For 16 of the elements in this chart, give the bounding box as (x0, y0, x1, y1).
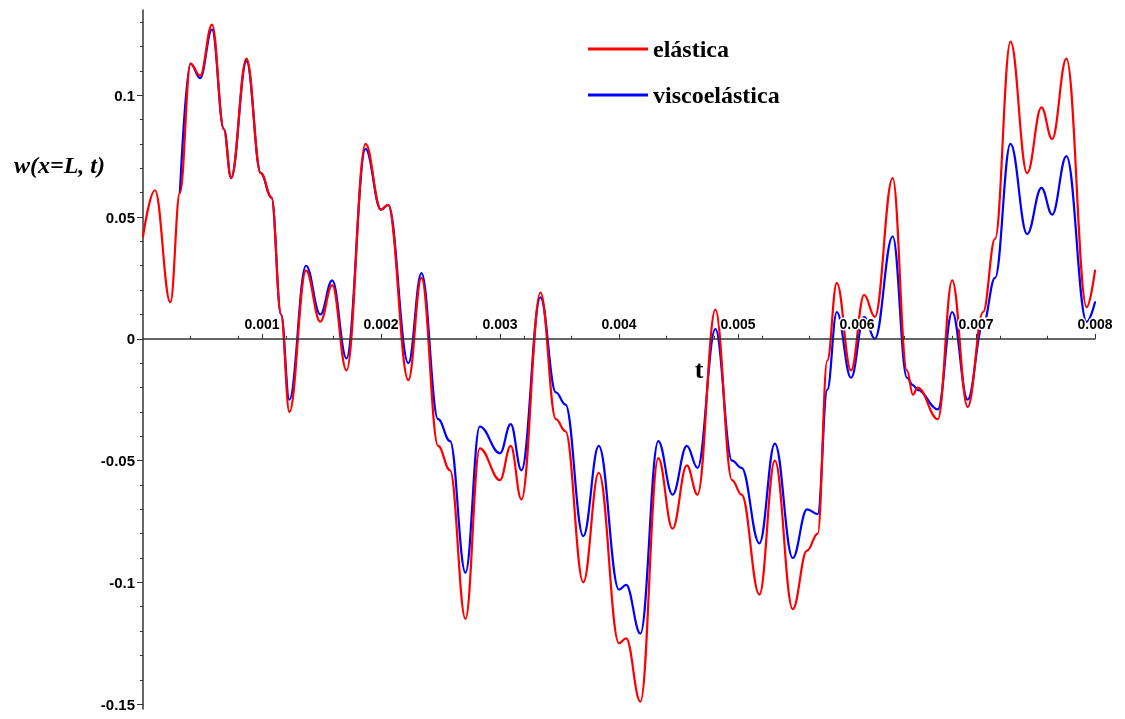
x-tick-label: 0.008 (1077, 315, 1113, 332)
legend-label: viscoelástica (653, 82, 780, 108)
y-tick-label: 0.1 (114, 86, 135, 104)
x-tick-label: 0.003 (482, 315, 518, 332)
y-axis-title: w(x=L, t) (14, 152, 105, 178)
x-tick-label: 0.002 (363, 315, 399, 332)
x-tick-label: 0.004 (601, 315, 637, 332)
legend-label: elástica (653, 36, 729, 62)
x-tick-label: 0.005 (720, 315, 756, 332)
y-tick-label: -0.15 (100, 695, 135, 713)
y-tick-label: -0.1 (109, 573, 135, 591)
x-axis-title: t (694, 355, 704, 385)
y-tick-label: 0.05 (105, 208, 135, 226)
y-tick-label: -0.05 (100, 452, 135, 470)
y-tick-label: 0 (126, 330, 135, 348)
x-tick-label: 0.001 (244, 315, 280, 332)
